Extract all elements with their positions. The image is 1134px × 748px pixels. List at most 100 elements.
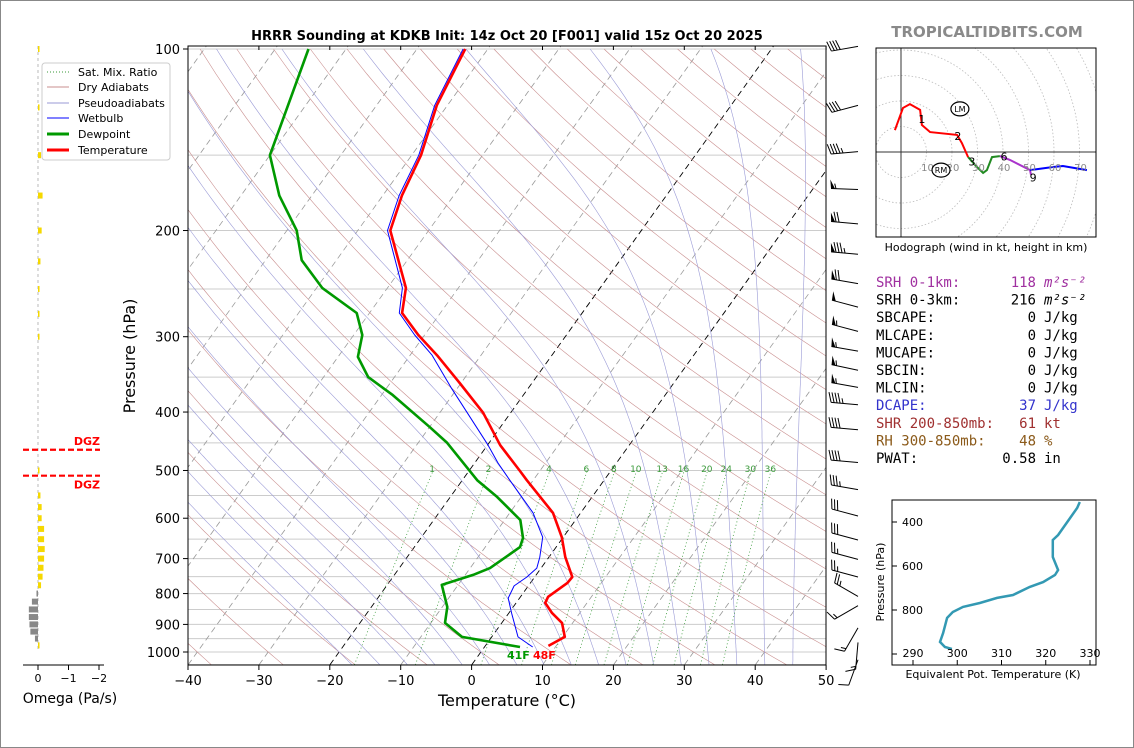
surface-temperature-label: 48F [533,649,556,662]
skewt-profiles [268,48,574,649]
omega-bar [34,635,38,642]
dry-adiabat [493,48,826,324]
theta-e-x-tick-label: 310 [991,647,1012,660]
barb-full [831,101,839,112]
stat-unit: % [1044,433,1053,449]
hodograph-ring-label: 50 [1023,163,1036,174]
mixing-ratio-line [652,470,708,665]
mixing-ratio-label: 2 [486,465,492,475]
omega-bar [38,504,42,511]
theta-e-y-tick-label: 600 [902,560,923,573]
omega-axis-label: Omega (Pa/s) [23,691,118,707]
barb-pennant [830,212,836,222]
barb-half [840,147,844,154]
barb-full [833,211,837,223]
omega-bar [38,492,41,499]
barb-full [836,574,841,585]
stat-value: 0 [1028,328,1036,344]
theta-e-y-tick-label: 800 [902,604,923,617]
dry-adiabat [188,88,826,648]
y-axis-label: Pressure (hPa) [120,299,139,414]
barb-half [840,646,847,650]
wind-barb [831,315,859,332]
omega-bar [38,546,45,553]
barb-full [829,474,832,486]
dry-adiabat [188,269,643,665]
stat-label: SRH 0-3km: [876,293,960,309]
hodograph-frame [875,47,1097,238]
wind-barbs [825,39,859,686]
y-tick-label: 1000 [147,646,180,661]
barb-shaft [831,508,859,517]
moist-adiabat [465,48,710,665]
barb-shaft [848,659,859,686]
legend-label: Dewpoint [78,128,131,141]
omega-bar [38,582,42,589]
dry-adiabat [188,578,284,665]
stat-unit: J/kg [1044,363,1078,379]
barb-full [834,648,845,652]
barb-full [826,103,833,113]
stat-unit: J/kg [1044,345,1078,361]
omega-bar [28,614,38,621]
mixing-ratio-label: 36 [765,465,777,475]
stat-unit: kt [1044,416,1061,432]
y-tick-label: 600 [155,512,180,527]
barb-full [839,242,843,253]
omega-panel: 0 −1 −2 DGZ DGZ [23,46,107,685]
stat-value: 216 [1011,293,1036,309]
dry-adiabat [188,390,500,665]
isotherm [188,46,278,172]
barb-full [836,242,840,253]
hodograph-caption: Hodograph (wind in kt, height in km) [885,241,1088,254]
mixing-ratio-line [574,470,638,665]
barb-full [831,450,835,461]
moist-adiabat [589,48,738,665]
barb-full [828,392,832,403]
omega-bar [30,628,38,635]
wind-barb [826,100,859,113]
moist-adiabat [188,501,353,665]
wind-barb [828,392,859,406]
hodograph-ring-label: 30 [972,163,985,174]
barb-full [835,39,841,50]
barb-half [835,378,837,384]
isotherm [188,46,632,665]
omega-bar [36,590,38,597]
barb-half [839,481,841,487]
wind-barb [829,474,859,491]
mixing-ratio-line [673,470,728,665]
moist-adiabat [188,471,381,665]
isotherm [188,46,349,271]
barb-half [833,613,838,619]
stat-label: MLCAPE: [876,328,935,344]
barb-pennant [830,242,836,253]
wind-barb [826,143,859,155]
theta-e-x-tick-label: 300 [947,647,968,660]
barb-full [836,211,840,223]
wind-barb [830,242,859,255]
isotherm [188,46,561,567]
theta-e-x-tick-label: 330 [1080,647,1101,660]
stat-unit: J/kg [1044,398,1078,414]
barb-full [829,143,835,154]
stat-unit: J/kg [1044,381,1078,397]
storm-motion-label: RM [935,166,948,175]
isotherm [258,46,703,665]
x-tick-label: −10 [387,674,414,689]
y-tick-label: 700 [155,553,180,568]
hodograph-ring-label: 40 [998,163,1011,174]
x-tick-label: 30 [676,674,693,689]
legend: Sat. Mix. Ratio Dry Adiabats Pseudoadiab… [41,62,171,161]
dry-adiabat [188,149,787,665]
dry-adiabat [188,329,571,665]
stat-value: 48 [1019,433,1036,449]
mixing-ratio-label: 4 [546,465,552,475]
hodograph-plot [876,48,1096,237]
wind-barb [831,541,859,560]
barb-full [835,475,838,487]
wind-barb [828,417,859,431]
stat-unit: in [1044,451,1061,467]
omega-bar [38,536,45,543]
mixing-ratio-label: 24 [720,465,732,475]
